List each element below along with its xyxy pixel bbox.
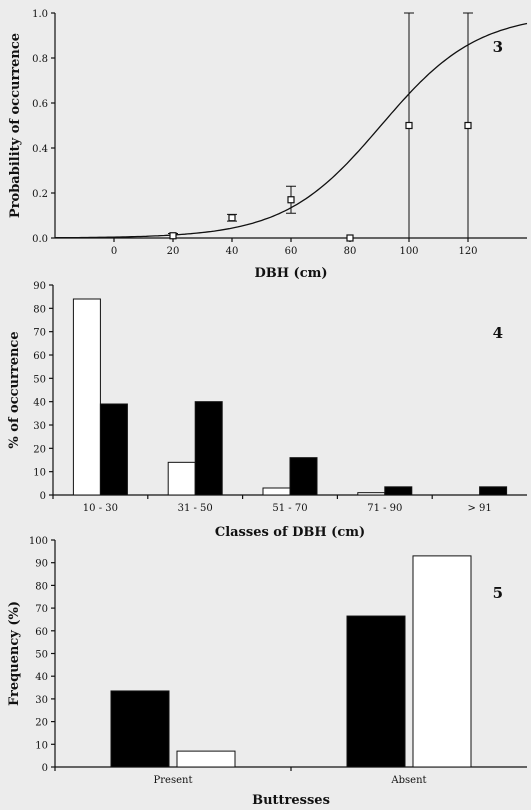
x-tick-label: 120 — [458, 246, 477, 257]
bar — [194, 401, 223, 496]
y-tick-label: 30 — [35, 695, 48, 706]
y-tick-label: 40 — [33, 398, 46, 409]
y-tick-label: 0 — [40, 491, 46, 502]
bar — [72, 298, 101, 496]
x-tick-label: Absent — [390, 775, 426, 786]
y-tick-label: 50 — [35, 650, 48, 661]
x-axis-label: DBH (cm) — [254, 266, 327, 281]
bar — [167, 461, 196, 496]
x-tick-label: 20 — [167, 246, 180, 257]
bar — [346, 615, 406, 768]
bar — [412, 555, 472, 768]
x-tick-label: 71 - 90 — [367, 503, 402, 514]
bar — [99, 403, 128, 496]
y-tick-label: 70 — [33, 328, 46, 339]
data-point — [464, 121, 472, 130]
y-tick-label: 0.2 — [32, 189, 48, 200]
y-axis-label: Probability of occurrence — [8, 33, 23, 218]
y-axis-label: % of occurrence — [7, 331, 22, 448]
y-tick-label: 90 — [35, 559, 48, 570]
y-tick-label: 1.0 — [32, 9, 48, 20]
x-axis-label: Classes of DBH (cm) — [215, 525, 365, 540]
y-tick-label: 0.6 — [32, 99, 48, 110]
y-tick-label: 0.0 — [32, 234, 48, 245]
bar — [384, 486, 413, 496]
panel-label: 4 — [493, 324, 503, 342]
panel-3-probability-chart: 0.0 0.2 0.4 0.6 0.8 1.0 0 20 40 60 80 100 120 DBH (cm… — [8, 9, 528, 281]
y-tick-label: 40 — [35, 672, 48, 683]
y-tick-label: 10 — [35, 740, 48, 751]
y-tick-label: 80 — [35, 581, 48, 592]
y-tick-label: 0.8 — [32, 54, 48, 65]
y-tick-label: 30 — [33, 421, 46, 432]
y-tick-label: 0 — [42, 763, 48, 774]
x-tick-label: 80 — [344, 246, 357, 257]
x-tick-label: > 91 — [467, 503, 491, 514]
x-tick-label: 0 — [111, 246, 117, 257]
x-tick-label: 51 - 70 — [272, 503, 307, 514]
panel-5-buttresses-bar-chart: 0 10 20 30 40 50 60 70 80 90 100 Present Absent Buttr… — [7, 536, 527, 808]
y-tick-label: 90 — [33, 281, 46, 292]
data-point — [169, 232, 177, 240]
y-tick-label: 80 — [33, 304, 46, 315]
y-tick-label: 70 — [35, 604, 48, 615]
data-point — [228, 214, 236, 222]
x-tick-label: 31 - 50 — [178, 503, 213, 514]
y-axis-label: Frequency (%) — [7, 601, 22, 706]
bar — [479, 486, 508, 496]
bar — [262, 487, 291, 496]
x-tick-label: 40 — [226, 246, 239, 257]
bar — [110, 690, 170, 768]
panel-4-occurrence-bar-chart: 0 10 20 30 40 50 60 70 80 90 10 - 30 31 - 50 51 - 70… — [7, 281, 527, 540]
x-tick-label: Present — [154, 775, 193, 786]
bar — [176, 750, 236, 768]
bar — [289, 457, 318, 496]
y-tick-label: 10 — [33, 468, 46, 479]
y-tick-label: 20 — [35, 718, 48, 729]
data-point — [287, 196, 295, 204]
data-point — [405, 121, 413, 130]
y-tick-label: 100 — [29, 536, 48, 547]
x-axis-label: Buttresses — [252, 793, 330, 808]
data-point — [346, 234, 354, 242]
bar — [357, 492, 386, 496]
y-tick-label: 50 — [33, 374, 46, 385]
panel-label: 5 — [493, 584, 503, 602]
x-tick-label: 10 - 30 — [83, 503, 118, 514]
panel-label: 3 — [493, 38, 503, 56]
x-tick-label: 100 — [399, 246, 418, 257]
y-tick-label: 20 — [33, 444, 46, 455]
y-tick-label: 60 — [33, 351, 46, 362]
y-tick-label: 0.4 — [32, 144, 48, 155]
y-tick-label: 60 — [35, 627, 48, 638]
x-tick-label: 60 — [285, 246, 298, 257]
